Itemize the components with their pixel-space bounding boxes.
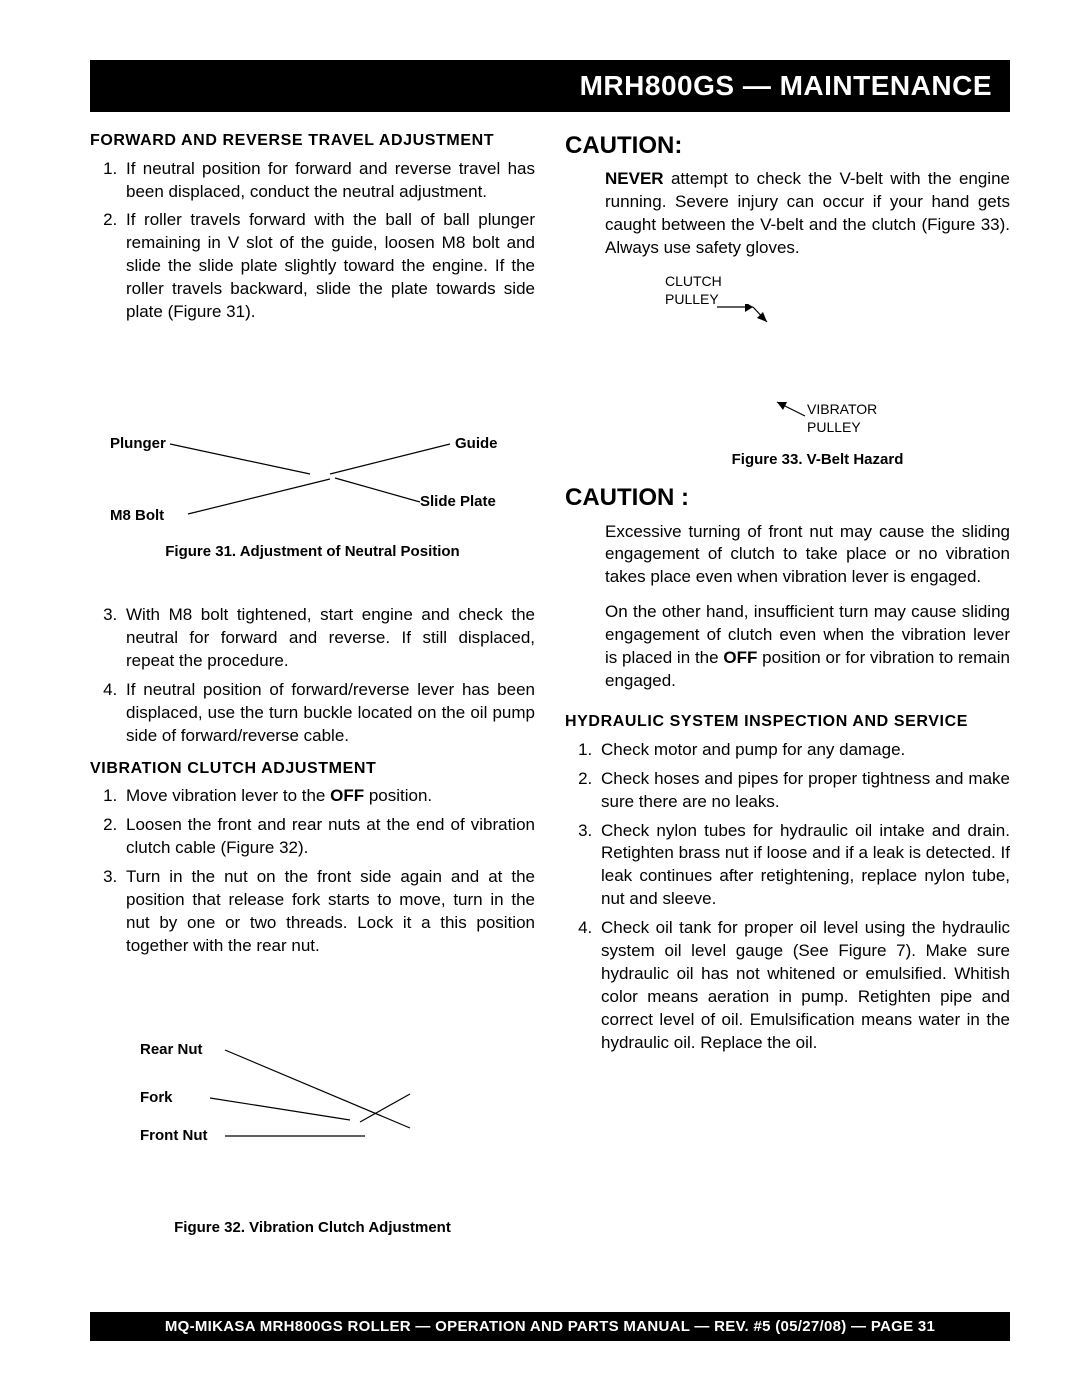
figure-31-diagram: Plunger Guide Slide Plate M8 Bolt Figure… (90, 434, 535, 634)
caution-2-heading: CAUTION : (565, 482, 1010, 514)
never-text: NEVER (605, 169, 664, 188)
caution-1-heading: CAUTION: (565, 130, 1010, 162)
off-text-2: OFF (723, 648, 757, 667)
pulley-label-1: PULLEY (665, 290, 719, 309)
guide-label: Guide (455, 434, 498, 454)
front-nut-label: Front Nut (140, 1126, 207, 1146)
text-segment: attempt to check the V-belt with the eng… (605, 169, 1010, 257)
caution-2-p1: Excessive turning of front nut may cause… (605, 521, 1010, 590)
list-item: Turn in the nut on the front side again … (122, 866, 535, 958)
vibration-clutch-heading: VIBRATION CLUTCH ADJUSTMENT (90, 758, 535, 780)
list-item: Check motor and pump for any damage. (597, 739, 1010, 762)
list-item: If neutral position of forward/reverse l… (122, 679, 535, 748)
plunger-label: Plunger (110, 434, 166, 454)
hydraulic-inspection-heading: HYDRAULIC SYSTEM INSPECTION AND SERVICE (565, 711, 1010, 733)
clutch-label: CLUTCH (665, 272, 722, 291)
list-item: If neutral position for forward and reve… (122, 158, 535, 204)
list-item: Check oil tank for proper oil level usin… (597, 917, 1010, 1055)
fork-label: Fork (140, 1088, 173, 1108)
rear-nut-label: Rear Nut (140, 1040, 203, 1060)
list-item: If roller travels forward with the ball … (122, 209, 535, 324)
right-column: CAUTION: NEVER attempt to check the V-be… (565, 130, 1010, 1248)
two-column-layout: FORWARD AND REVERSE TRAVEL ADJUSTMENT If… (90, 130, 1010, 1248)
page-header-band: MRH800GS — MAINTENANCE (90, 60, 1010, 112)
list-item: Check hoses and pipes for proper tightne… (597, 768, 1010, 814)
text-segment: position. (364, 786, 432, 805)
left-column: FORWARD AND REVERSE TRAVEL ADJUSTMENT If… (90, 130, 535, 1248)
list-item: Move vibration lever to the OFF position… (122, 785, 535, 808)
list-item: Check nylon tubes for hydraulic oil inta… (597, 820, 1010, 912)
figure-31-caption: Figure 31. Adjustment of Neutral Positio… (90, 542, 535, 562)
page-footer-band: MQ-MIKASA MRH800GS ROLLER — OPERATION AN… (90, 1312, 1010, 1341)
forward-reverse-list-part1: If neutral position for forward and reve… (90, 158, 535, 325)
text-segment: Move vibration lever to the (126, 786, 330, 805)
figure-32-diagram: Rear Nut Fork Front Nut Figure 32. Vibra… (90, 1038, 535, 1238)
hydraulic-inspection-list: Check motor and pump for any damage. Che… (565, 739, 1010, 1055)
list-item: Loosen the front and rear nuts at the en… (122, 814, 535, 860)
pulley-label-2: PULLEY (807, 418, 861, 437)
figure-32-caption: Figure 32. Vibration Clutch Adjustment (90, 1218, 535, 1238)
off-text: OFF (330, 786, 364, 805)
vibrator-label: VIBRATOR (807, 400, 877, 419)
m8-bolt-label: M8 Bolt (110, 506, 164, 526)
slide-plate-label: Slide Plate (420, 492, 496, 512)
caution-2-p2: On the other hand, insufficient turn may… (605, 601, 1010, 693)
caution-1-body: NEVER attempt to check the V-belt with t… (605, 168, 1010, 260)
figure-33-caption: Figure 33. V-Belt Hazard (625, 450, 1010, 470)
figure-33-diagram: CLUTCH PULLEY VIBRATOR PULLEY Figure 33.… (625, 272, 1010, 472)
forward-reverse-adjustment-heading: FORWARD AND REVERSE TRAVEL ADJUSTMENT (90, 130, 535, 152)
vibration-clutch-list: Move vibration lever to the OFF position… (90, 785, 535, 958)
